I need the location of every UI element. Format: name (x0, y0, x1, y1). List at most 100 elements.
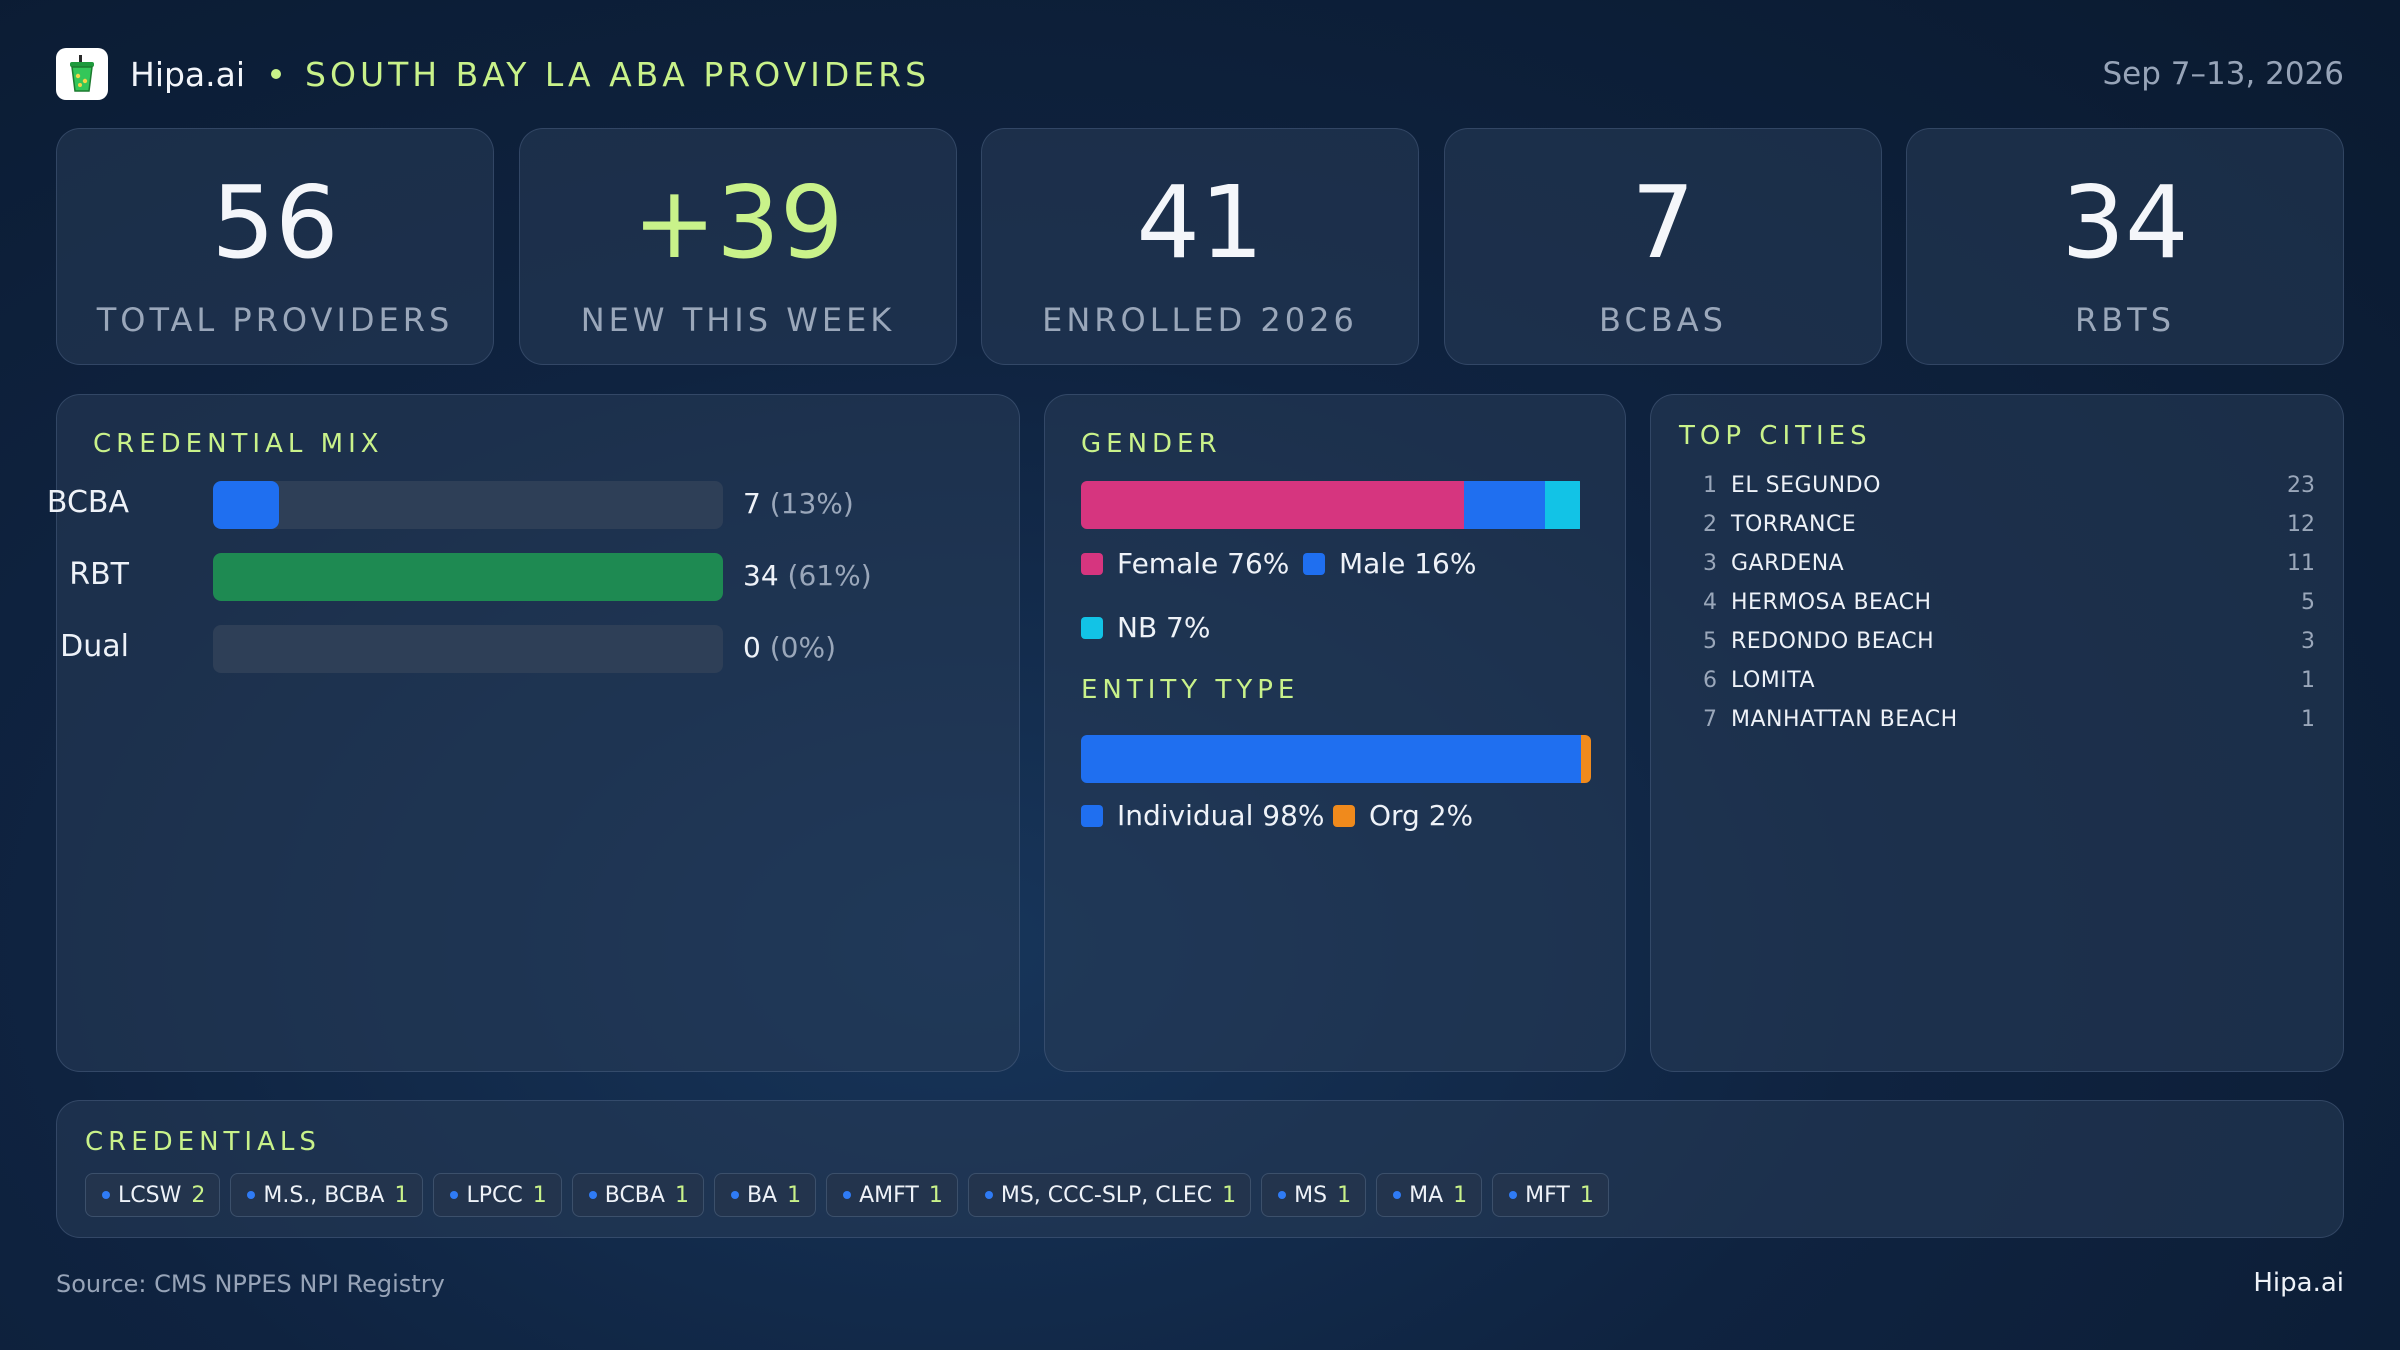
chip-count: 1 (1337, 1182, 1352, 1208)
chip-label: MS, CCC-SLP, CLEC (1000, 1182, 1213, 1208)
credential-chip[interactable]: MS 1 (1261, 1173, 1367, 1217)
credential-chip[interactable]: LPCC 1 (433, 1173, 562, 1217)
city-count: 12 (2287, 512, 2315, 537)
credential-count: 0 (743, 631, 761, 664)
credential-chip[interactable]: MS, CCC-SLP, CLEC 1 (967, 1173, 1252, 1217)
separator-dot (271, 69, 282, 79)
credential-chip[interactable]: MA 1 (1376, 1173, 1483, 1217)
credential-label: BCBA (46, 485, 129, 520)
legend-swatch (1081, 804, 1103, 827)
chip-count: 1 (1222, 1182, 1237, 1208)
chip-label: MA (1409, 1182, 1444, 1208)
credential-count: 34 (743, 559, 779, 592)
city-row: 6 LOMITA 1 (1691, 668, 2315, 698)
gender-segment-male (1464, 481, 1545, 529)
demographics-panel: GENDER Female 76% Male 16% NB 7% ENTITY … (1044, 394, 1626, 1072)
kpi-label: BCBAS (1599, 301, 1727, 339)
chip-label: BA (746, 1182, 778, 1208)
city-rank: 4 (1703, 590, 1717, 615)
city-rank: 3 (1703, 551, 1717, 576)
credential-bar-track (213, 481, 723, 529)
city-rank: 5 (1703, 629, 1717, 654)
city-row: 7 MANHATTAN BEACH 1 (1691, 707, 2315, 737)
legend-label: Individual 98% (1117, 799, 1325, 832)
city-row: 5 REDONDO BEACH 3 (1691, 629, 2315, 659)
section-title: TOP CITIES (1679, 421, 1872, 451)
credential-chip[interactable]: BCBA 1 (571, 1173, 704, 1217)
city-count: 1 (2301, 707, 2315, 732)
chip-count: 1 (1579, 1182, 1594, 1208)
city-row: 4 HERMOSA BEACH 5 (1691, 590, 2315, 620)
credential-bar-fill (213, 481, 280, 529)
legend-swatch (1333, 804, 1355, 827)
credential-bar-track (213, 625, 723, 673)
credential-chip[interactable]: M.S., BCBA 1 (230, 1173, 424, 1217)
date-range: Sep 7–13, 2026 (2102, 56, 2344, 92)
entity-segment-org (1580, 735, 1591, 783)
kpi-new-this-week: +39 NEW THIS WEEK (519, 128, 957, 365)
chip-label: BCBA (604, 1182, 665, 1208)
city-count: 3 (2301, 629, 2315, 654)
city-row: 2 TORRANCE 12 (1691, 512, 2315, 542)
chip-count: 1 (674, 1182, 689, 1208)
credential-count: 7 (743, 487, 761, 520)
city-name: HERMOSA BEACH (1731, 590, 1932, 615)
city-count: 11 (2287, 551, 2315, 576)
bullet-dot (102, 1191, 110, 1199)
city-name: LOMITA (1731, 668, 1816, 693)
chip-count: 1 (928, 1182, 943, 1208)
section-title: ENTITY TYPE (1081, 675, 1300, 705)
bullet-dot (588, 1191, 597, 1199)
chip-count: 1 (394, 1182, 409, 1208)
credential-row: RBT 34 (61%) (57, 553, 957, 601)
city-row: 1 EL SEGUNDO 23 (1691, 473, 2315, 503)
city-name: TORRANCE (1731, 512, 1857, 537)
credential-row: Dual 0 (0%) (57, 625, 957, 673)
logo (56, 48, 108, 100)
chip-count: 1 (1453, 1182, 1468, 1208)
kpi-label: RBTS (2074, 301, 2176, 339)
credential-label: Dual (60, 629, 129, 664)
kpi-rbts: 34 RBTS (1906, 128, 2344, 365)
chip-label: M.S., BCBA (263, 1182, 385, 1208)
header: Hipa.ai SOUTH BAY LA ABA PROVIDERS Sep 7… (56, 46, 2344, 102)
kpi-value: 41 (1136, 164, 1264, 281)
city-rank: 2 (1703, 512, 1717, 537)
page-title: SOUTH BAY LA ABA PROVIDERS (305, 54, 931, 94)
top-cities-panel: TOP CITIES 1 EL SEGUNDO 23 2 TORRANCE 12… (1650, 394, 2344, 1072)
city-name: REDONDO BEACH (1731, 629, 1935, 654)
city-rank: 6 (1703, 668, 1717, 693)
legend-label: Female 76% (1117, 547, 1290, 580)
kpi-value: +39 (632, 164, 844, 281)
chip-label: MS (1294, 1182, 1328, 1208)
legend-swatch (1081, 552, 1103, 575)
credential-chip[interactable]: MFT 1 (1492, 1173, 1609, 1217)
chip-count: 2 (191, 1182, 206, 1208)
credential-chip[interactable]: LCSW 2 (85, 1173, 221, 1217)
credential-row: BCBA 7 (13%) (47, 481, 957, 529)
credential-chip[interactable]: BA 1 (713, 1173, 817, 1217)
credential-percent: (61%) (787, 559, 872, 592)
footer-brand: Hipa.ai (2253, 1268, 2344, 1298)
source-note: Source: CMS NPPES NPI Registry (56, 1270, 445, 1298)
gender-segment-nb (1544, 481, 1580, 529)
section-title: CREDENTIAL MIX (93, 429, 384, 459)
legend-item-female: Female 76% (1081, 547, 1289, 580)
city-count: 5 (2301, 590, 2315, 615)
legend-label: Org 2% (1369, 799, 1474, 832)
bullet-dot (450, 1191, 459, 1199)
kpi-value: 7 (1631, 164, 1695, 281)
credential-value: 0 (0%) (743, 631, 836, 664)
kpi-value: 56 (211, 164, 339, 281)
chip-count: 1 (532, 1182, 547, 1208)
cup-icon (70, 55, 94, 92)
section-title: CREDENTIALS (85, 1127, 321, 1157)
city-rank: 7 (1703, 707, 1717, 732)
kpi-value: 34 (2061, 164, 2189, 281)
section-title: GENDER (1081, 429, 1222, 459)
chip-label: MFT (1525, 1182, 1570, 1208)
credential-chip[interactable]: AMFT 1 (826, 1173, 958, 1217)
credential-mix-panel: CREDENTIAL MIX BCBA 7 (13%) RBT 34 (61%)… (47, 394, 1020, 1072)
chip-label: LPCC (466, 1182, 523, 1208)
credential-chip-list: LCSW 2 M.S., BCBA 1 LPCC 1 BCBA 1 BA 1 AMFT 1 … (85, 1173, 1609, 1217)
